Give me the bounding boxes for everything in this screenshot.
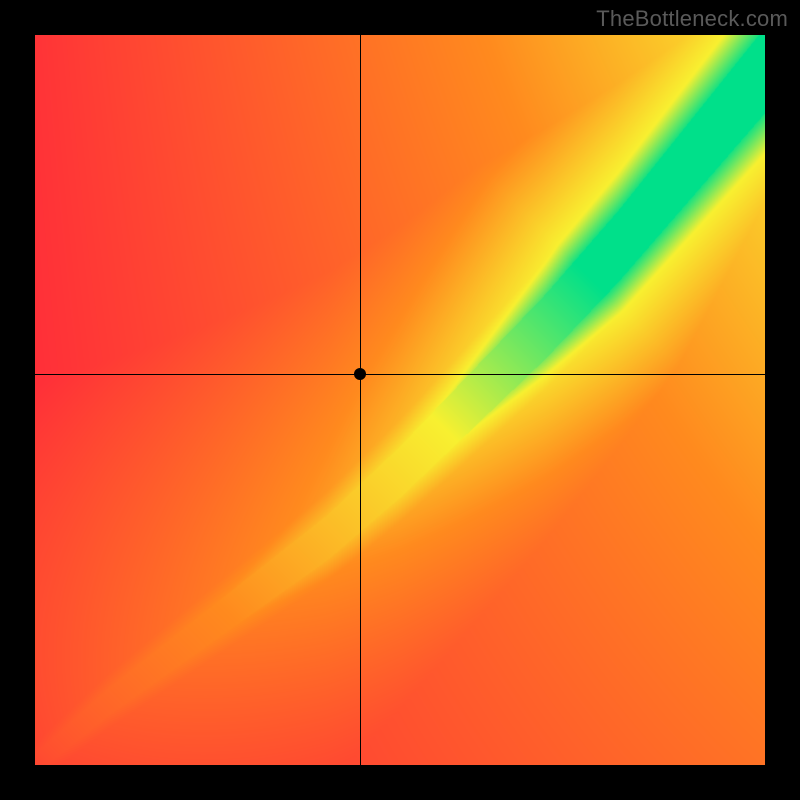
crosshair-horizontal [35, 374, 765, 375]
crosshair-vertical [360, 35, 361, 765]
chart-container: TheBottleneck.com [0, 0, 800, 800]
heatmap-canvas [35, 35, 765, 765]
crosshair-marker [354, 368, 366, 380]
watermark-text: TheBottleneck.com [596, 6, 788, 32]
plot-area [35, 35, 765, 765]
